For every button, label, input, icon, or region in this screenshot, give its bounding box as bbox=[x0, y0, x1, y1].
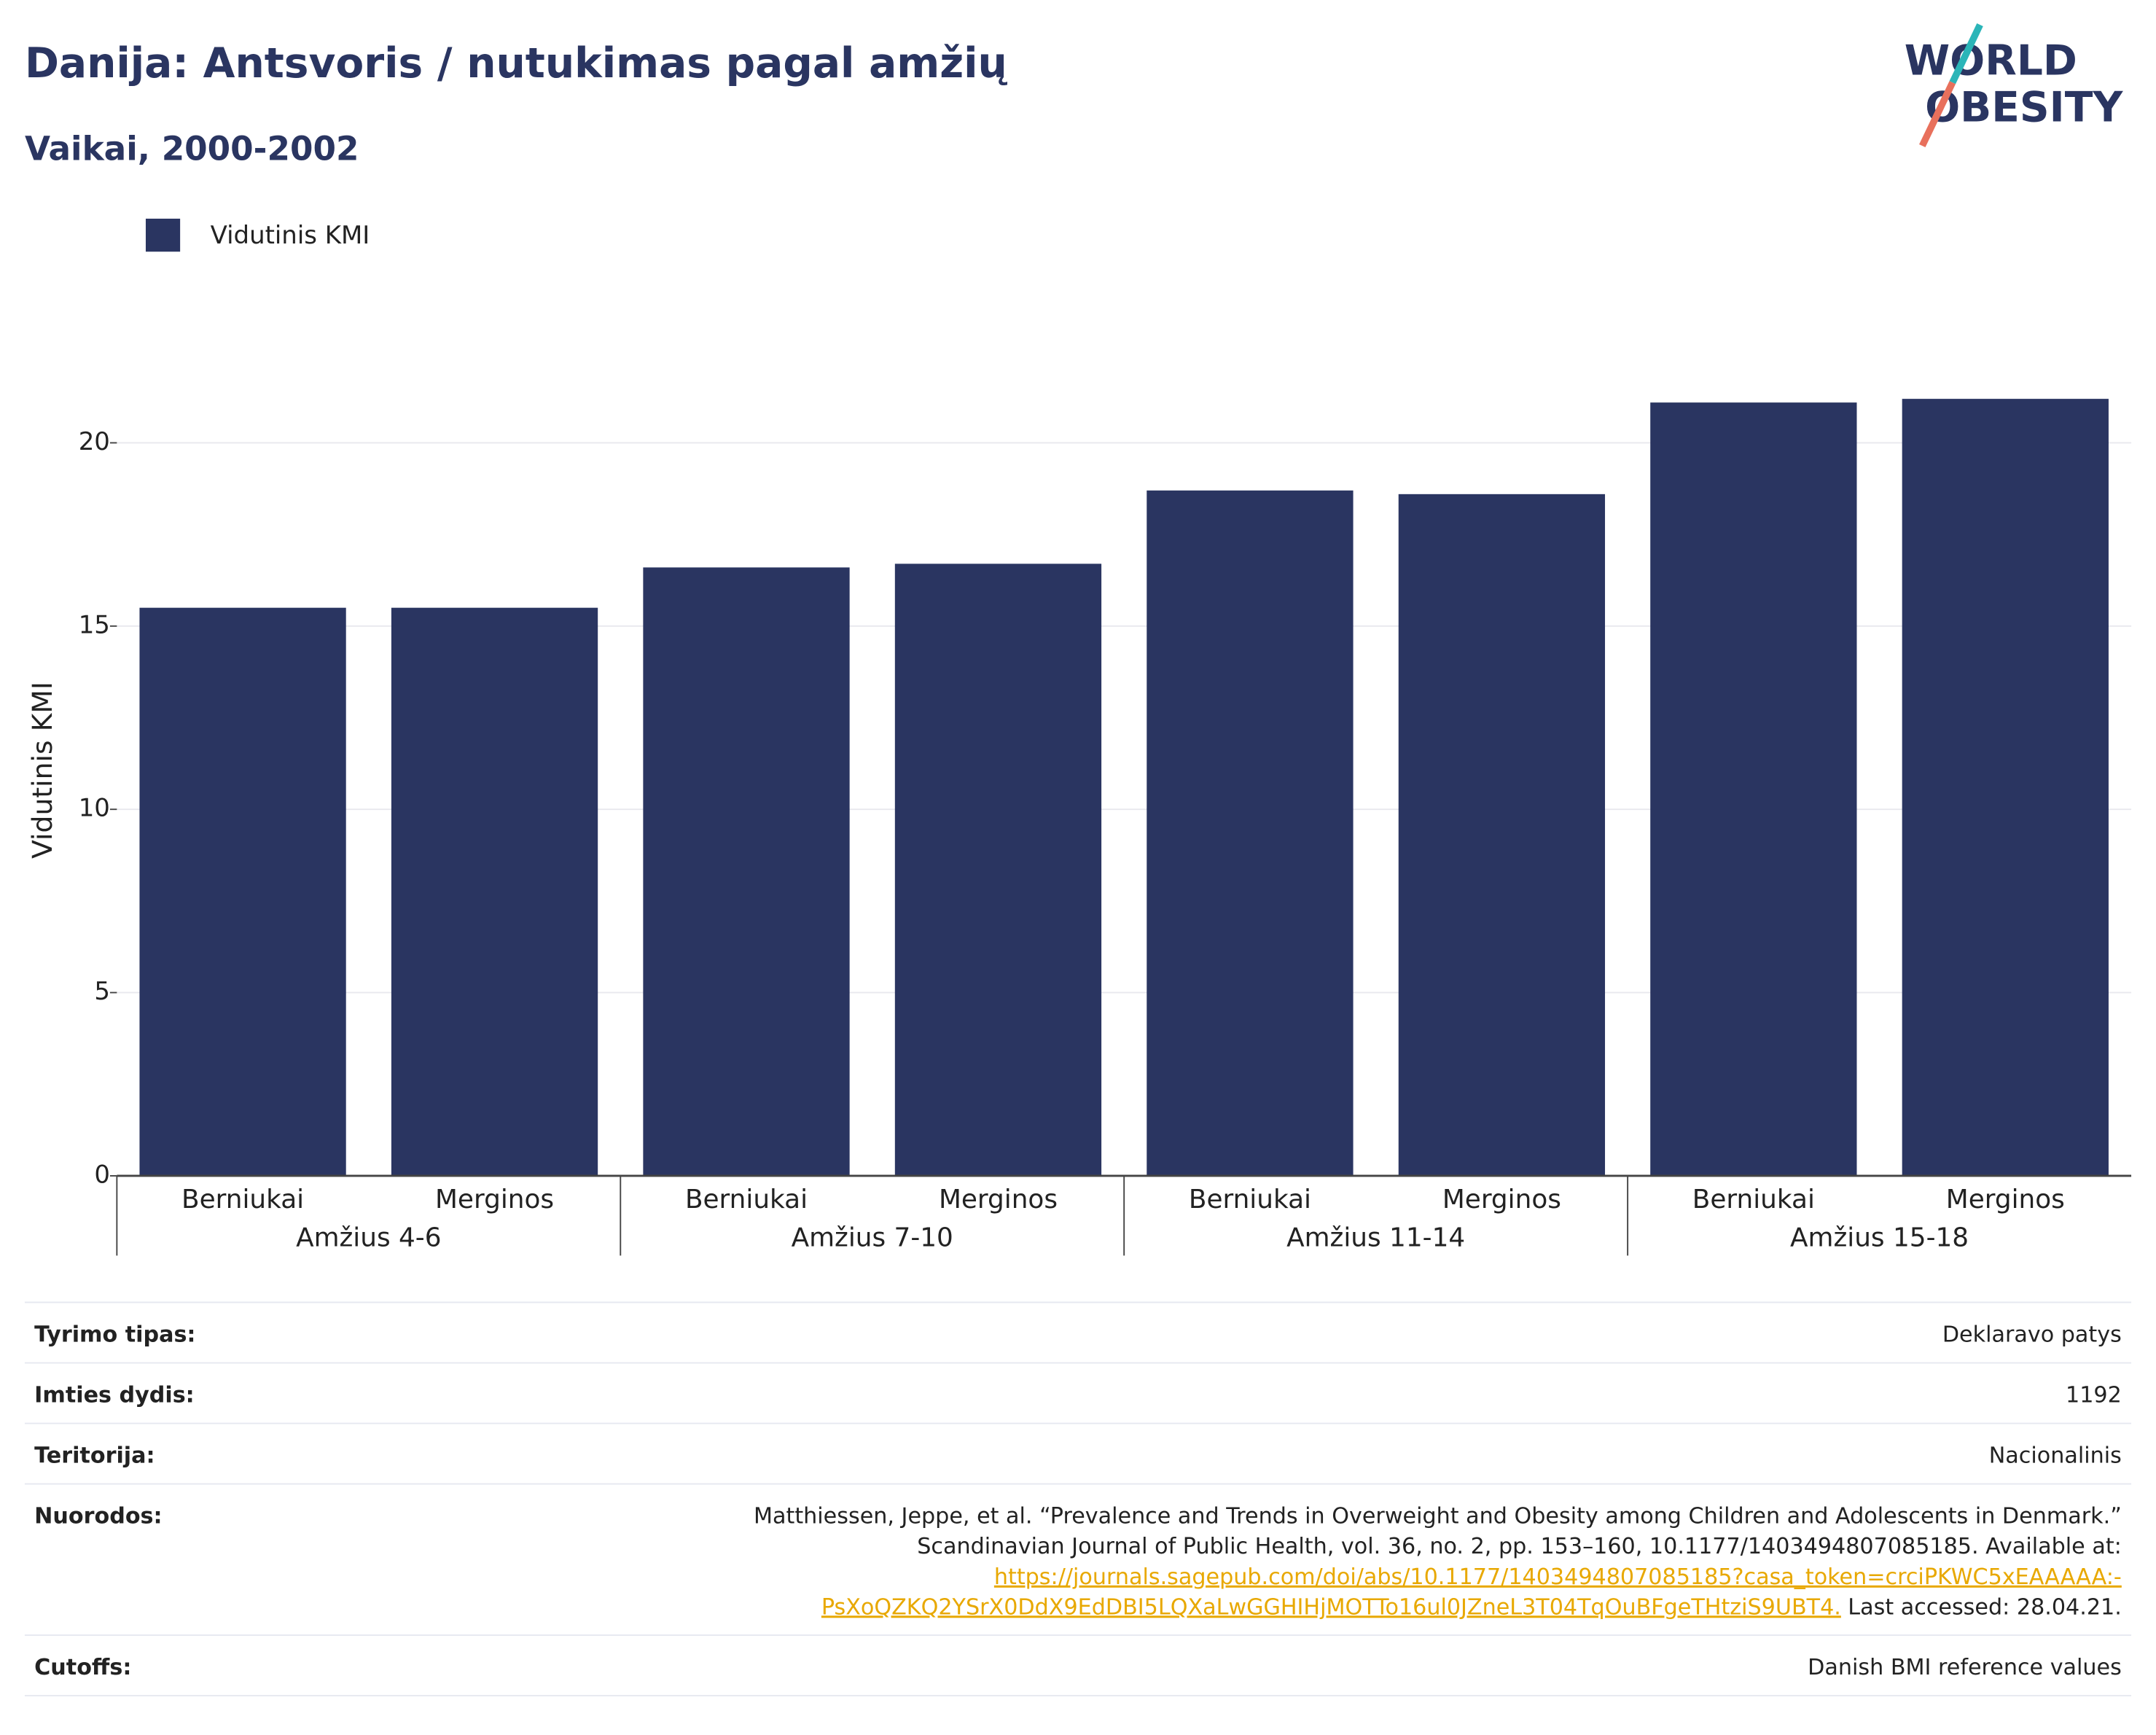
row-value: 1192 bbox=[2066, 1382, 2122, 1408]
row-value: Danish BMI reference values bbox=[1808, 1655, 2122, 1680]
x-tick-label: Merginos bbox=[435, 1185, 554, 1214]
y-tick-label: 15 bbox=[79, 610, 110, 639]
logo-text: OBESITY bbox=[1925, 84, 2123, 132]
x-tick-label: Merginos bbox=[1946, 1185, 2065, 1214]
group-label: Amžius 4-6 bbox=[296, 1223, 441, 1253]
row-label: Imties dydis: bbox=[34, 1382, 195, 1408]
chart-subtitle: Vaikai, 2000-2002 bbox=[25, 130, 359, 168]
bar bbox=[391, 607, 598, 1176]
reference-link[interactable]: PsXoQZKQ2YSrX0DdX9EdDBI5LQXaLwGGHIHjMOTT… bbox=[821, 1594, 1841, 1620]
logo: WORLD OBESITY bbox=[1905, 23, 2123, 148]
logo-text: WORLD bbox=[1905, 36, 2077, 85]
x-tick-label: Berniukai bbox=[1189, 1185, 1311, 1214]
bar bbox=[139, 607, 346, 1176]
legend-swatch bbox=[145, 218, 181, 252]
bar bbox=[1147, 490, 1354, 1176]
y-tick-label: 10 bbox=[79, 794, 110, 823]
chart-title: Danija: Antsvoris / nutukimas pagal amži… bbox=[25, 39, 1008, 87]
bar bbox=[894, 564, 1102, 1176]
group-label: Amžius 7-10 bbox=[792, 1223, 953, 1253]
reference-line: https://journals.sagepub.com/doi/abs/10.… bbox=[994, 1564, 2122, 1589]
logo-slash bbox=[1919, 81, 1956, 148]
y-tick-label: 5 bbox=[94, 977, 110, 1006]
x-tick-label: Berniukai bbox=[181, 1185, 304, 1214]
row-value: Deklaravo patys bbox=[1942, 1322, 2122, 1347]
logo-slash bbox=[1949, 23, 1983, 85]
row-label: Nuorodos: bbox=[34, 1503, 162, 1529]
bar bbox=[1650, 402, 1857, 1176]
reference-link[interactable]: https://journals.sagepub.com/doi/abs/10.… bbox=[994, 1564, 2122, 1589]
row-label: Tyrimo tipas: bbox=[34, 1322, 195, 1347]
bar bbox=[1398, 494, 1606, 1176]
bar bbox=[643, 567, 850, 1176]
row-label: Cutoffs: bbox=[34, 1655, 131, 1680]
reference-text: Matthiessen, Jeppe, et al. “Prevalence a… bbox=[754, 1503, 2122, 1529]
group-label: Amžius 15-18 bbox=[1790, 1223, 1969, 1253]
x-tick-label: Merginos bbox=[939, 1185, 1058, 1214]
reference-accessed: Last accessed: 28.04.21. bbox=[1848, 1594, 2122, 1620]
group-label: Amžius 11-14 bbox=[1286, 1223, 1465, 1253]
y-axis-title: Vidutinis KMI bbox=[26, 682, 58, 859]
row-label: Teritorija: bbox=[34, 1443, 155, 1468]
bar bbox=[1902, 399, 2109, 1176]
y-tick-label: 0 bbox=[94, 1160, 110, 1189]
row-value: Nacionalinis bbox=[1989, 1443, 2122, 1468]
legend-label: Vidutinis KMI bbox=[211, 221, 370, 250]
reference-text: Scandinavian Journal of Public Health, v… bbox=[917, 1534, 2122, 1559]
x-tick-label: Berniukai bbox=[1692, 1185, 1815, 1214]
x-tick-label: Berniukai bbox=[685, 1185, 808, 1214]
x-tick-label: Merginos bbox=[1442, 1185, 1561, 1214]
y-tick-label: 20 bbox=[79, 427, 110, 456]
reference-line: PsXoQZKQ2YSrX0DdX9EdDBI5LQXaLwGGHIHjMOTT… bbox=[821, 1594, 2122, 1620]
